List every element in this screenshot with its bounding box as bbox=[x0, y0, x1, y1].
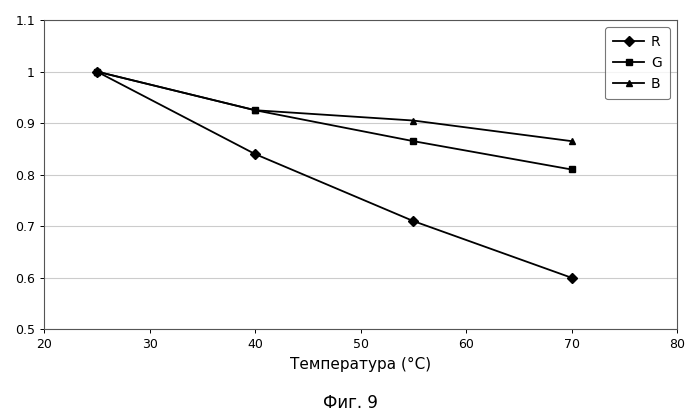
Legend: R, G, B: R, G, B bbox=[605, 27, 670, 99]
Line: B: B bbox=[93, 68, 575, 145]
G bbox=[251, 108, 259, 113]
B bbox=[409, 118, 417, 123]
R bbox=[251, 151, 259, 156]
R bbox=[567, 275, 575, 280]
R bbox=[92, 69, 101, 74]
B bbox=[251, 108, 259, 113]
Line: R: R bbox=[93, 68, 575, 281]
X-axis label: Температура (°C): Температура (°C) bbox=[290, 357, 431, 372]
G bbox=[567, 167, 575, 172]
B bbox=[92, 69, 101, 74]
G bbox=[92, 69, 101, 74]
Text: Фиг. 9: Фиг. 9 bbox=[323, 394, 377, 412]
B bbox=[567, 139, 575, 144]
Line: G: G bbox=[93, 68, 575, 173]
G bbox=[409, 139, 417, 144]
R bbox=[409, 218, 417, 223]
